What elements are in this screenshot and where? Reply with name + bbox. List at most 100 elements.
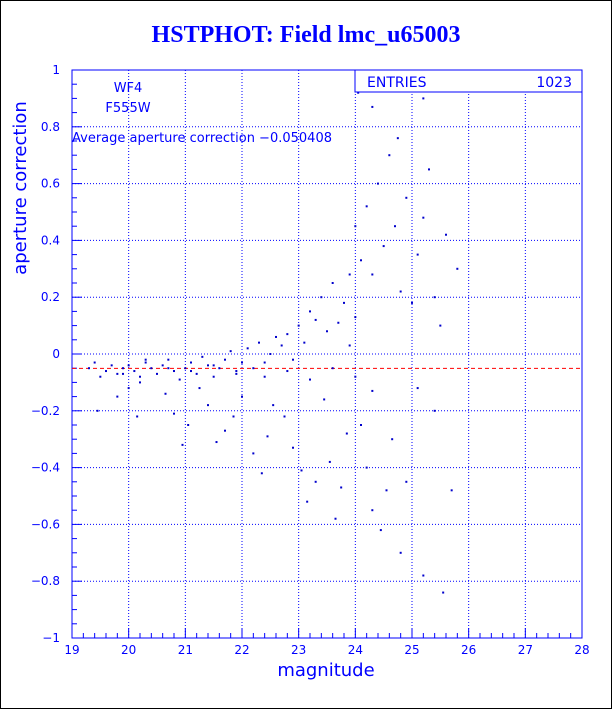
y-tick-label: 0.2 <box>41 290 60 304</box>
data-point <box>388 154 391 157</box>
data-point <box>252 452 255 455</box>
x-tick-label: 22 <box>234 643 249 657</box>
data-point <box>144 358 147 361</box>
data-point <box>173 412 175 415</box>
data-point <box>116 395 119 398</box>
y-tick-label: −0.8 <box>31 574 60 588</box>
data-point <box>323 398 326 401</box>
data-point <box>263 375 266 378</box>
data-point <box>178 378 181 381</box>
data-point <box>187 424 190 426</box>
data-point <box>292 446 294 449</box>
x-tick-label: 20 <box>121 643 136 657</box>
data-point <box>258 341 260 344</box>
data-point <box>348 273 351 276</box>
data-point <box>343 301 345 304</box>
data-point <box>127 364 130 367</box>
data-point <box>371 389 374 392</box>
data-point <box>167 367 170 370</box>
data-point <box>156 372 158 375</box>
data-point <box>212 375 215 378</box>
data-point <box>320 296 323 299</box>
data-point <box>218 367 221 370</box>
chart-title: HSTPHOT: Field lmc_u65003 <box>151 22 461 48</box>
data-point <box>286 333 289 336</box>
x-axis-label: magnitude <box>277 660 374 681</box>
data-point <box>340 486 343 489</box>
data-point <box>190 361 192 364</box>
data-point <box>433 409 436 412</box>
x-tick-labels: 19 20 21 22 23 24 25 26 27 28 <box>64 643 589 657</box>
data-point <box>260 472 263 475</box>
data-point <box>365 205 368 208</box>
data-point <box>173 370 175 373</box>
grid-lines <box>72 70 582 638</box>
data-point <box>275 335 277 338</box>
data-point <box>337 321 340 324</box>
data-point <box>326 330 328 333</box>
data-point <box>184 367 187 370</box>
data-point <box>357 91 360 94</box>
data-point <box>422 97 425 100</box>
data-point <box>377 182 379 185</box>
stats-value: 1023 <box>536 75 572 91</box>
data-point <box>399 551 402 554</box>
data-point <box>371 509 374 512</box>
data-point <box>122 372 124 375</box>
data-point <box>300 469 303 472</box>
data-point <box>201 355 204 358</box>
x-tick-label: 27 <box>518 643 533 657</box>
data-point <box>181 443 184 446</box>
data-point <box>439 324 442 327</box>
data-point <box>116 372 119 375</box>
y-tick-label: 0.8 <box>41 120 60 134</box>
data-point <box>150 367 153 370</box>
data-point <box>382 245 385 248</box>
data-point <box>167 358 170 361</box>
data-point <box>331 282 334 284</box>
data-point <box>334 517 337 520</box>
data-point <box>190 370 192 373</box>
data-point <box>195 372 198 375</box>
data-points <box>88 83 459 594</box>
data-point <box>280 344 283 347</box>
y-tick-label: 0.6 <box>41 177 60 191</box>
data-point <box>354 375 357 378</box>
y-axis-label: aperture correction <box>10 101 31 275</box>
data-point <box>365 466 368 469</box>
stats-label: ENTRIES <box>367 75 427 91</box>
y-tick-label: 1 <box>52 63 60 77</box>
data-point <box>207 364 209 367</box>
filter-label: F555W <box>105 101 150 116</box>
data-point <box>456 267 459 270</box>
data-point <box>161 364 164 367</box>
chip-label: WF4 <box>114 81 143 96</box>
data-point <box>207 404 209 407</box>
stats-box <box>354 69 583 93</box>
y-tick-label: 0.4 <box>41 233 60 247</box>
x-tick-label: 19 <box>64 643 79 657</box>
data-point <box>422 216 425 219</box>
data-point <box>215 441 218 444</box>
data-point <box>345 432 348 435</box>
data-point <box>144 361 147 364</box>
data-point <box>252 367 255 370</box>
data-point <box>133 370 136 373</box>
data-point <box>93 361 96 364</box>
data-point <box>396 137 399 140</box>
data-point <box>105 370 107 373</box>
data-point <box>379 529 382 532</box>
x-tick-label: 21 <box>178 643 193 657</box>
data-point <box>394 225 396 228</box>
data-point <box>229 350 232 353</box>
data-point <box>96 409 99 412</box>
data-point <box>371 105 374 108</box>
data-point <box>371 273 374 276</box>
data-point <box>314 480 317 483</box>
data-point <box>399 290 402 293</box>
data-point <box>433 296 436 299</box>
data-point <box>269 353 272 355</box>
y-tick-label: −0.6 <box>31 517 60 531</box>
data-point <box>241 361 243 364</box>
data-point <box>450 489 453 492</box>
